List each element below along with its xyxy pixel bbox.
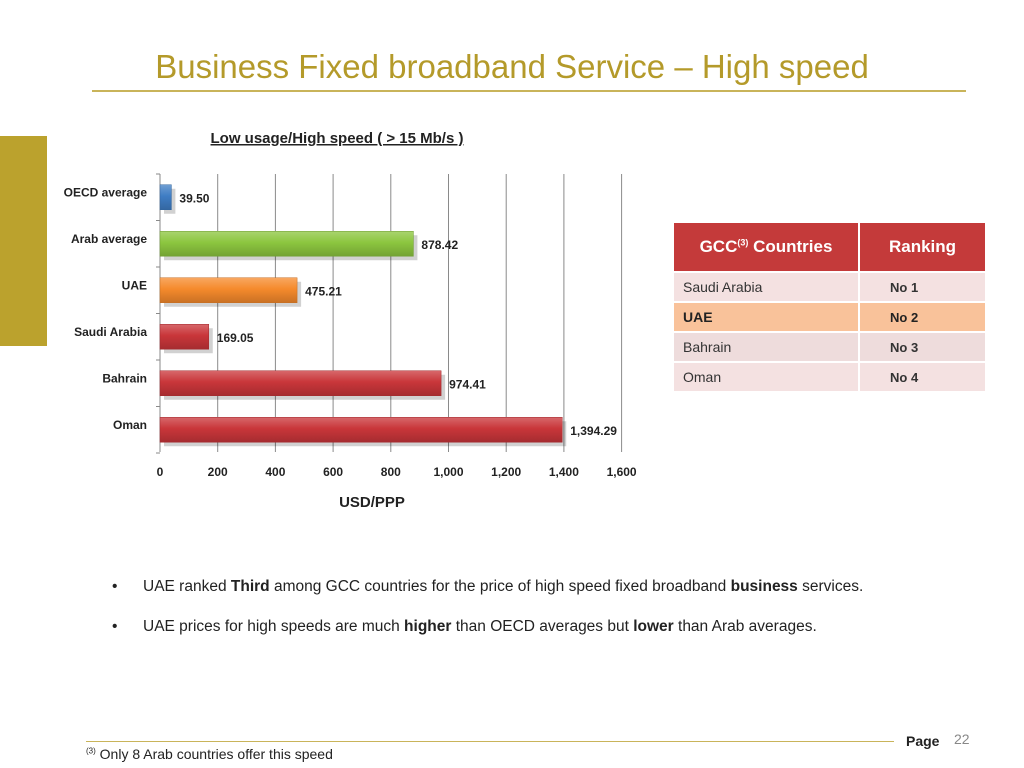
category-label: OECD average	[64, 185, 148, 199]
header-gcc-countries: GCC(3) Countries	[674, 223, 858, 271]
x-tick-label: 800	[381, 465, 401, 479]
table-row: Oman No 4	[674, 363, 985, 391]
category-label: UAE	[122, 278, 147, 292]
x-tick-label: 1,400	[549, 465, 579, 479]
bullet-item: • UAE ranked Third among GCC countries f…	[112, 578, 864, 595]
x-tick-label: 1,000	[433, 465, 463, 479]
table-row: Saudi Arabia No 1	[674, 273, 985, 301]
x-axis-label: USD/PPP	[339, 494, 405, 511]
page-label: Page	[906, 733, 940, 749]
x-tick-label: 600	[323, 465, 343, 479]
bar	[159, 184, 172, 210]
category-label: Saudi Arabia	[74, 325, 147, 339]
rank-cell: No 3	[860, 333, 985, 361]
footer-divider	[86, 741, 894, 742]
table-header-row: GCC(3) Countries Ranking	[674, 223, 985, 271]
x-tick-label: 0	[157, 465, 164, 479]
bar	[159, 231, 414, 257]
bullet-marker: •	[112, 578, 118, 595]
table-row: Bahrain No 3	[674, 333, 985, 361]
bullet-item: • UAE prices for high speeds are much hi…	[112, 618, 817, 635]
x-tick-label: 1,600	[607, 465, 637, 479]
data-label: 974.41	[449, 377, 486, 391]
gcc-ranking-table: GCC(3) Countries Ranking Saudi Arabia No…	[672, 221, 987, 393]
slide-title: Business Fixed broadband Service – High …	[155, 48, 869, 85]
country-cell: Bahrain	[674, 333, 858, 361]
country-cell: Saudi Arabia	[674, 273, 858, 301]
rank-cell: No 2	[860, 303, 985, 331]
table-row-highlighted: UAE No 2	[674, 303, 985, 331]
data-label: 878.42	[421, 238, 458, 252]
data-label: 39.50	[179, 191, 209, 205]
category-label: Arab average	[71, 232, 147, 246]
rank-cell: No 1	[860, 273, 985, 301]
data-label: 475.21	[305, 284, 342, 298]
bar	[159, 324, 210, 350]
chart-title: Low usage/High speed ( > 15 Mb/s )	[211, 130, 464, 147]
data-label: 169.05	[217, 331, 254, 345]
category-label: Bahrain	[102, 371, 147, 385]
country-cell: Oman	[674, 363, 858, 391]
bar	[159, 417, 563, 443]
bar	[159, 370, 442, 396]
footnote: (3) Only 8 Arab countries offer this spe…	[86, 746, 333, 762]
bullet-list: • UAE ranked Third among GCC countries f…	[112, 578, 863, 658]
side-accent-bar	[0, 136, 47, 346]
country-cell: UAE	[674, 303, 858, 331]
bar	[159, 277, 298, 303]
x-tick-label: 200	[208, 465, 228, 479]
title-underline	[92, 90, 966, 92]
page-number: 22	[954, 731, 970, 747]
bullet-marker: •	[112, 618, 118, 635]
category-label: Oman	[113, 418, 147, 432]
data-label: 1,394.29	[570, 424, 617, 438]
rank-cell: No 4	[860, 363, 985, 391]
x-tick-label: 400	[265, 465, 285, 479]
header-ranking: Ranking	[860, 223, 985, 271]
x-tick-label: 1,200	[491, 465, 521, 479]
